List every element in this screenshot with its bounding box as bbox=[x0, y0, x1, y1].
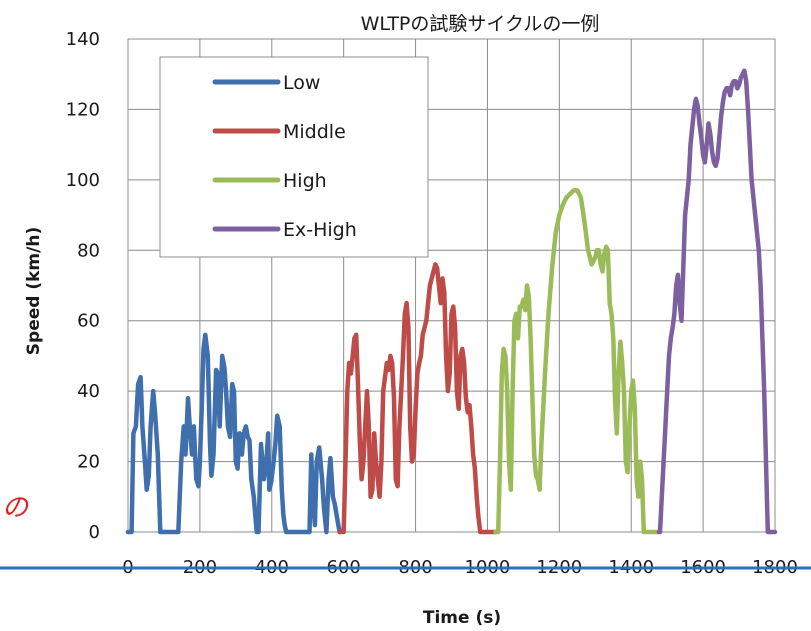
stray-overlay-glyph: の bbox=[2, 493, 30, 523]
legend-label: Low bbox=[283, 72, 320, 94]
series-line-middle bbox=[337, 262, 498, 535]
y-tick-label: 0 bbox=[89, 522, 100, 543]
legend-box bbox=[159, 56, 429, 258]
series-line-high bbox=[493, 188, 662, 535]
y-tick-labels: 0 20 40 60 80 100 120 140 bbox=[66, 29, 100, 543]
series-line-ex-high bbox=[656, 68, 778, 535]
y-tick-label: 120 bbox=[66, 99, 100, 120]
y-tick-label: 80 bbox=[77, 240, 100, 261]
y-axis-label: Speed (km/h) bbox=[24, 227, 44, 355]
legend-label: Middle bbox=[283, 121, 346, 143]
legend-label: High bbox=[283, 170, 327, 192]
chart-title: WLTPの試験サイクルの一例 bbox=[361, 13, 600, 35]
y-tick-label: 100 bbox=[66, 170, 100, 191]
y-tick-label: 20 bbox=[77, 452, 100, 473]
y-tick-label: 60 bbox=[77, 311, 100, 332]
y-tick-label: 140 bbox=[66, 29, 100, 50]
legend: Low Middle High Ex-High bbox=[159, 56, 429, 258]
legend-label: Ex-High bbox=[283, 219, 357, 241]
plot-frame bbox=[127, 38, 776, 533]
x-axis-label: Time (s) bbox=[423, 608, 501, 628]
series-line-low bbox=[125, 332, 342, 535]
y-tick-label: 40 bbox=[77, 381, 100, 402]
series-group bbox=[125, 68, 778, 535]
